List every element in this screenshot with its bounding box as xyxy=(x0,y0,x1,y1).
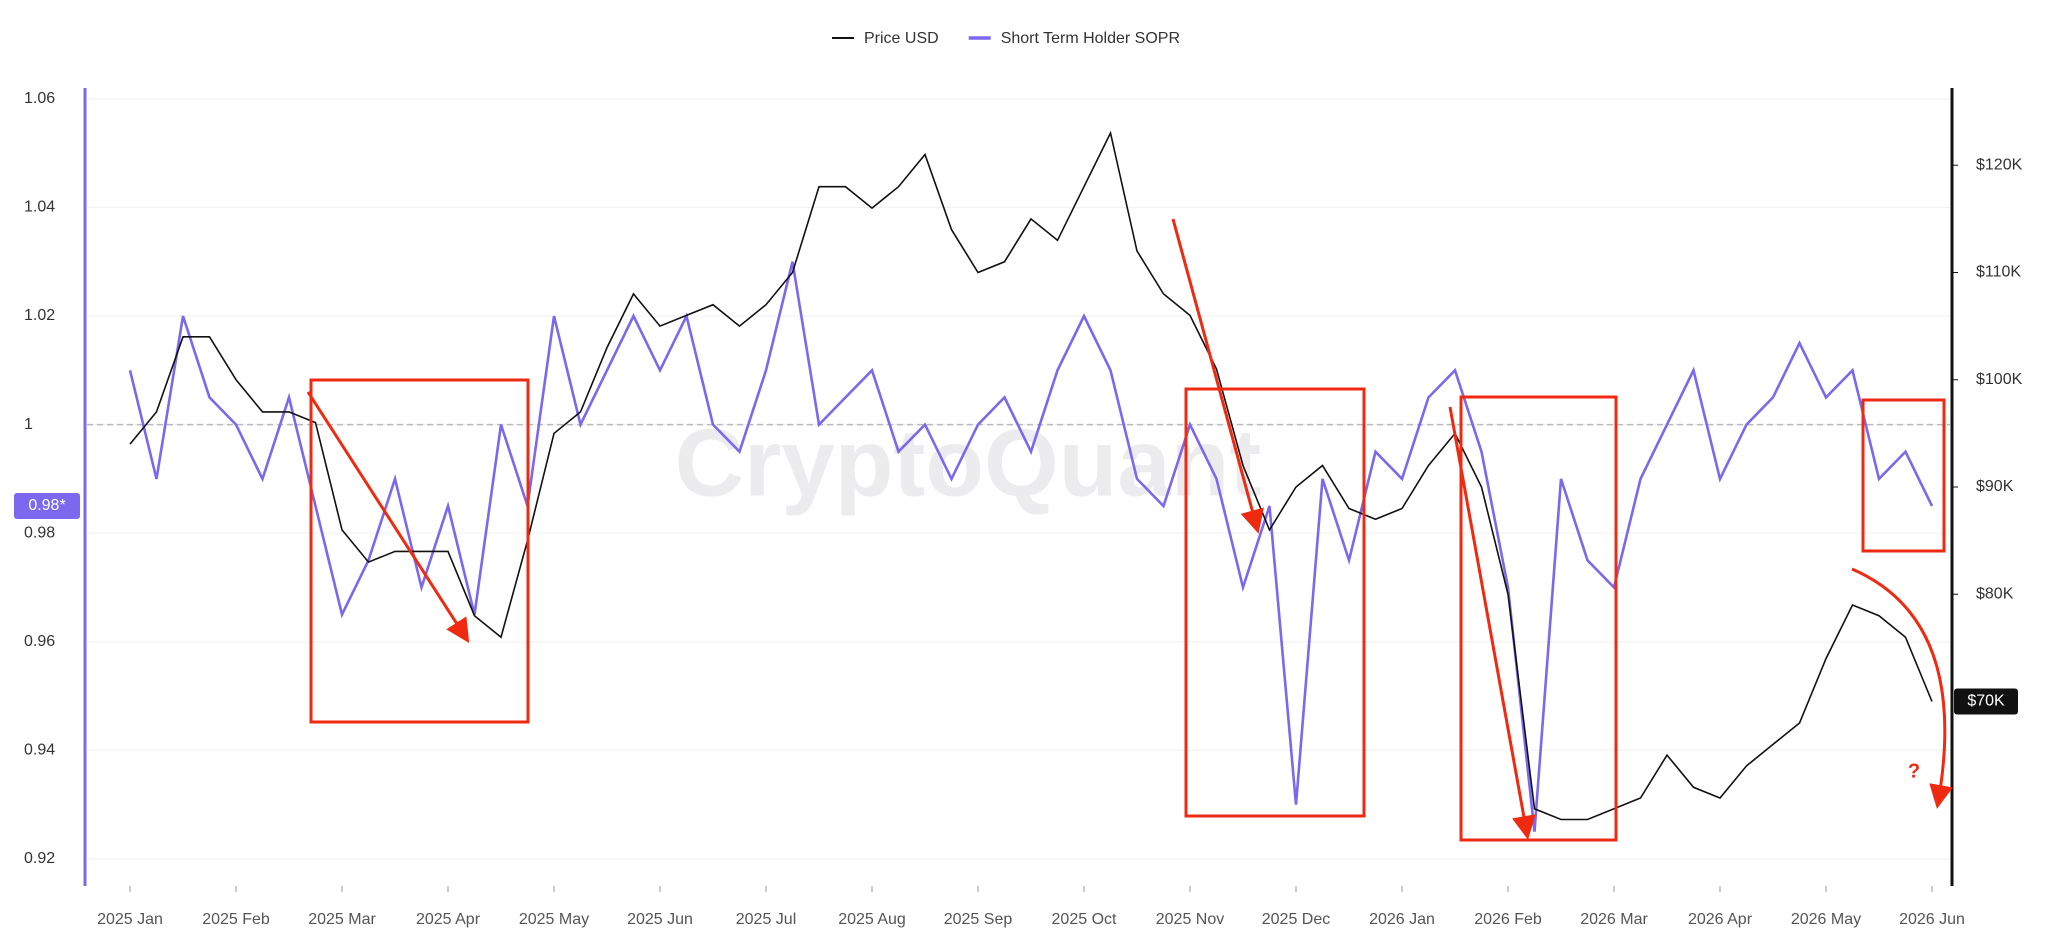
y-tick-label: 0.98 xyxy=(24,524,55,541)
series-line xyxy=(128,261,1934,832)
plot xyxy=(128,130,1934,832)
x-tick-label: 2025 Jan xyxy=(97,911,163,928)
tag-label: $70K xyxy=(1967,693,2005,710)
x-tick-label: 2025 Jun xyxy=(627,911,693,928)
x-tick-label: 2025 Nov xyxy=(1156,911,1225,928)
highlight-boxes xyxy=(309,378,1946,842)
box xyxy=(1459,395,1618,842)
x-tick-label: 2026 Apr xyxy=(1688,911,1753,928)
x-axis: 2025 Jan 2025 Feb 2025 Mar 2025 Apr 2025 May… xyxy=(97,886,1965,928)
y-tick-label: 0.92 xyxy=(24,850,55,867)
arrows xyxy=(306,218,1953,840)
y-tick-label: 0.96 xyxy=(24,633,55,650)
arrow xyxy=(306,391,470,644)
y-tick-label: 0.94 xyxy=(24,742,55,759)
current-value-tag: $70K xyxy=(1954,688,2018,715)
y2-tick-label: $90K xyxy=(1976,478,2014,495)
y2-tick-label: $80K xyxy=(1976,585,2014,602)
current-value-tag: 0.98* xyxy=(14,493,80,519)
x-tick-label: 2025 Feb xyxy=(202,911,270,928)
x-tick-label: 2025 Mar xyxy=(308,911,376,928)
x-tick-label: 2026 Jun xyxy=(1899,911,1965,928)
x-tick-label: 2026 Mar xyxy=(1580,911,1648,928)
ticks: 0.92 0.94 0.96 0.98 1 1.02 1.04 1.06 $80K $90K $10… xyxy=(14,90,2023,928)
x-tick-label: 2025 Oct xyxy=(1052,911,1117,928)
arrow xyxy=(1171,218,1264,534)
annotation: ? xyxy=(1908,760,1920,782)
series-line xyxy=(129,130,1933,821)
x-tick-label: 2025 Apr xyxy=(416,911,481,928)
legend-label: Short Term Holder SOPR xyxy=(1001,30,1180,47)
y-tick-label: 1.04 xyxy=(24,199,55,216)
legend: Price USD Short Term Holder SOPR xyxy=(832,30,1180,47)
y2-tick-label: $100K xyxy=(1976,371,2023,388)
x-tick-label: 2025 May xyxy=(519,911,589,928)
y-tick-label: 1.06 xyxy=(24,90,55,107)
x-tick-label: 2025 Aug xyxy=(838,911,906,928)
x-tick-label: 2026 Feb xyxy=(1474,911,1542,928)
watermark: CryptoQuant xyxy=(675,409,1262,516)
x-tick-label: 2025 Sep xyxy=(944,911,1013,928)
tag-bg xyxy=(1954,688,2018,715)
x-tick-label: 2025 Jul xyxy=(736,911,797,928)
arrow xyxy=(1448,406,1536,840)
arrow xyxy=(1851,567,1953,809)
y-tick-label: 1.02 xyxy=(24,307,55,324)
legend-label: Price USD xyxy=(864,30,939,47)
tag-bg xyxy=(14,493,80,519)
x-tick-label: 2026 May xyxy=(1791,911,1861,928)
tag-label: 0.98* xyxy=(28,497,65,514)
y2-tick-label: $110K xyxy=(1976,264,2021,281)
box xyxy=(309,378,530,724)
x-tick-label: 2025 Dec xyxy=(1262,911,1331,928)
x-tick-label: 2026 Jan xyxy=(1369,911,1435,928)
y-tick-label: 1 xyxy=(24,416,33,433)
box xyxy=(1184,387,1366,818)
box xyxy=(1861,398,1946,553)
y2-tick-label: $120K xyxy=(1976,156,2023,173)
